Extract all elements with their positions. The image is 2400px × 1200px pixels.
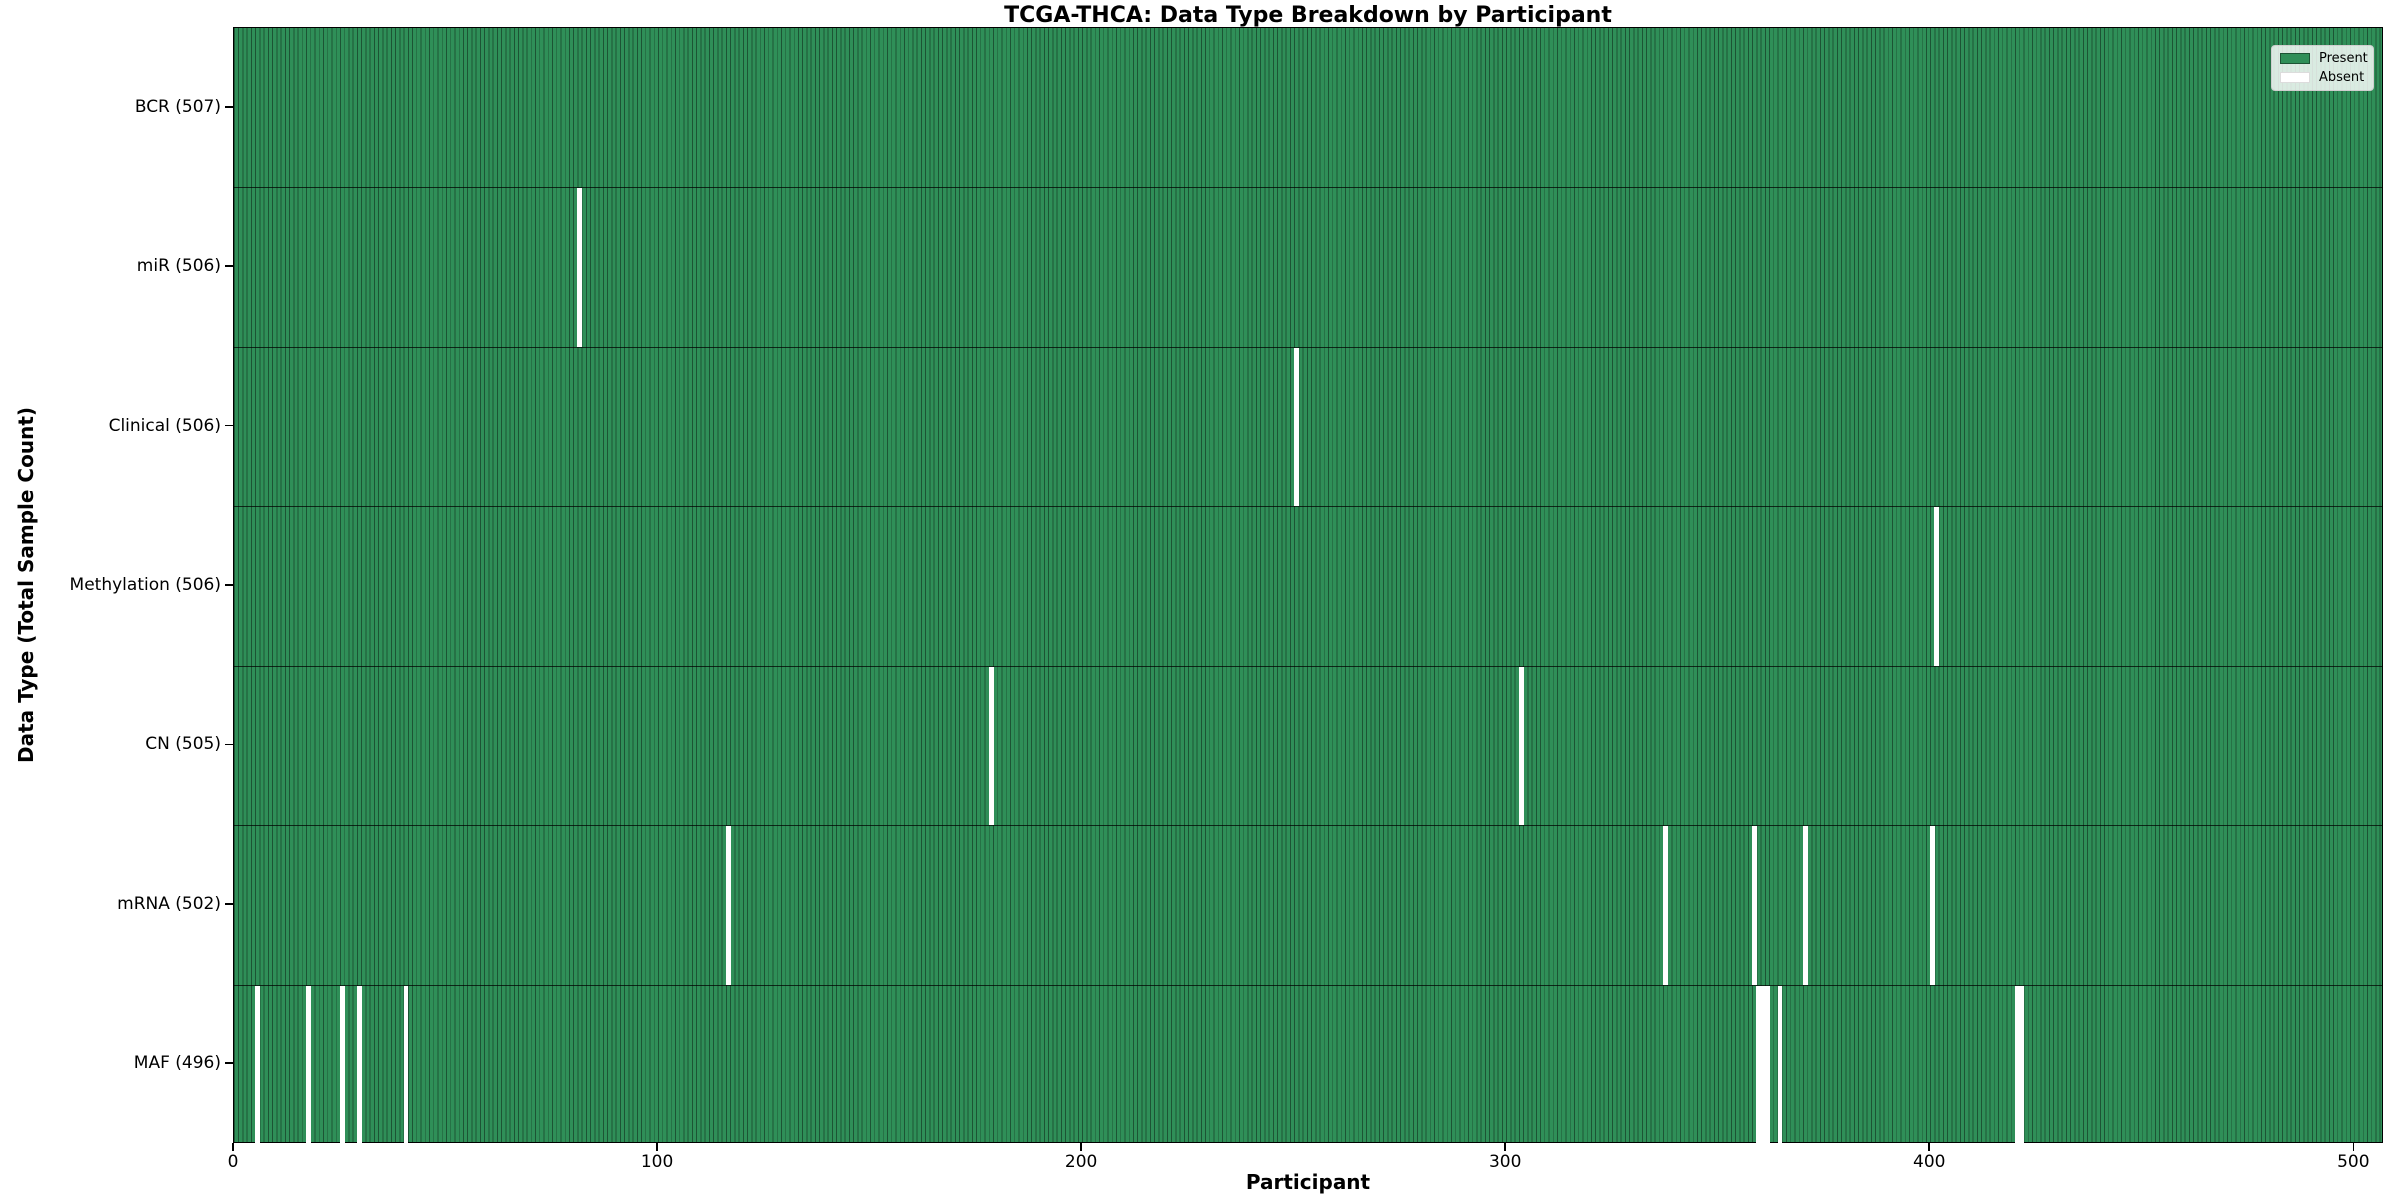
y-tick-label-bcr: BCR (507) (134, 96, 221, 117)
legend-label-absent: Absent (2319, 70, 2365, 85)
row-cn (234, 665, 2382, 826)
x-tick-mark (1504, 1143, 1506, 1151)
absent-gap-maf-29 (356, 985, 362, 1144)
absent-gap-mrna-400 (1930, 826, 1936, 985)
row-mrna (234, 825, 2382, 985)
row-bcr (234, 28, 2382, 187)
present-swatch-icon (2280, 53, 2310, 64)
absent-gap-maf-361 (1764, 985, 1770, 1144)
y-tick-label-maf: MAF (496) (133, 1053, 221, 1074)
y-tick-label-cn: CN (505) (145, 734, 221, 755)
x-tick-label-400: 400 (1913, 1152, 1946, 1172)
row-maf (234, 984, 2382, 1144)
absent-gap-cn-303 (1518, 666, 1524, 826)
absent-gap-maf-420 (2015, 985, 2020, 1144)
x-tick-label-200: 200 (1064, 1152, 1098, 1172)
y-tick-label-mir: miR (506) (136, 256, 221, 277)
absent-gap-maf-359 (1756, 985, 1762, 1144)
plot-area (233, 27, 2383, 1144)
absent-swatch-icon (2280, 72, 2310, 83)
x-tick-mark (1080, 1143, 1082, 1151)
row-clinical (234, 346, 2382, 507)
absent-gap-maf-25 (340, 985, 345, 1144)
absent-gap-methylation-401 (1934, 507, 1940, 666)
absent-gap-maf-17 (306, 985, 311, 1144)
chart-title: TCGA-THCA: Data Type Breakdown by Partic… (1004, 3, 1612, 28)
row-mir (234, 187, 2382, 347)
x-tick-mark (656, 1143, 658, 1151)
x-tick-mark (1928, 1143, 1931, 1151)
legend-item-absent: Absent (2280, 71, 2365, 84)
absent-gap-maf-364 (1777, 985, 1783, 1144)
y-tick-mark (225, 424, 233, 427)
x-tick-mark (2352, 1143, 2355, 1151)
absent-gap-maf-360 (1760, 985, 1766, 1144)
row-methylation (234, 506, 2382, 666)
y-tick-label-methylation: Methylation (506) (69, 575, 221, 595)
absent-gap-mrna-370 (1803, 826, 1808, 985)
y-tick-mark (225, 265, 233, 267)
y-tick-mark (225, 903, 233, 905)
y-tick-mark (225, 1062, 233, 1065)
absent-gap-maf-421 (2019, 985, 2025, 1144)
y-tick-label-mrna: mRNA (502) (117, 893, 221, 914)
absent-gap-mir-81 (577, 188, 583, 347)
absent-gap-cn-178 (988, 666, 994, 826)
x-axis-label: Participant (1245, 1170, 1371, 1194)
absent-gap-mrna-116 (725, 826, 731, 985)
x-tick-label-0: 0 (227, 1152, 239, 1172)
y-tick-mark (225, 105, 233, 108)
y-tick-mark (225, 743, 233, 746)
legend: Present Absent (2271, 45, 2374, 91)
absent-gap-maf-5 (255, 985, 261, 1144)
x-tick-label-300: 300 (1488, 1152, 1522, 1172)
x-tick-label-100: 100 (640, 1152, 674, 1172)
x-tick-mark (232, 1143, 234, 1151)
x-tick-label-500: 500 (2337, 1152, 2370, 1172)
y-tick-mark (225, 584, 233, 586)
absent-gap-maf-40 (403, 985, 409, 1144)
absent-gap-mrna-337 (1663, 826, 1668, 985)
legend-item-present: Present (2280, 51, 2368, 66)
absent-gap-clinical-250 (1294, 347, 1299, 507)
absent-gap-mrna-358 (1752, 826, 1757, 985)
legend-label-present: Present (2319, 51, 2368, 66)
y-tick-label-clinical: Clinical (506) (108, 415, 221, 436)
